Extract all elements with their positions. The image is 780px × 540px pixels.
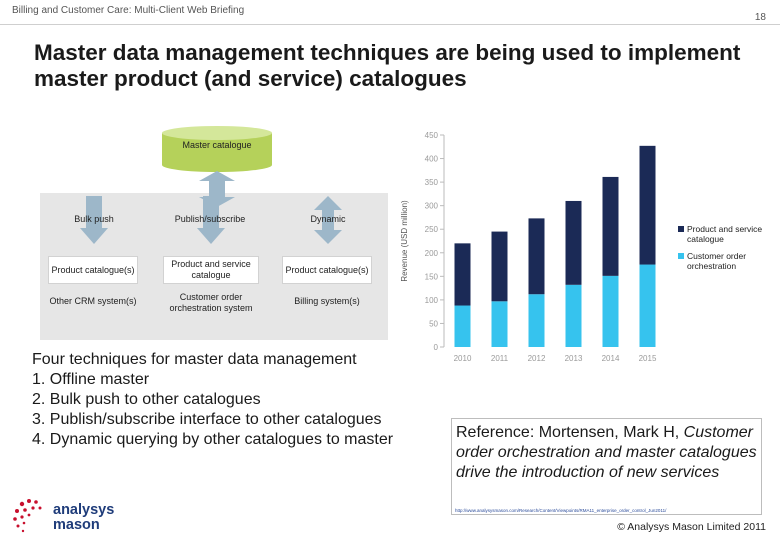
column-label-publish-subscribe: Publish/subscribe: [174, 214, 246, 224]
technique-item-2: 2. Bulk push to other catalogues: [32, 391, 261, 408]
y-tick-label-250: 250: [425, 225, 439, 234]
y-tick-label-50: 50: [429, 319, 438, 328]
legend-swatch-product-service: [678, 226, 684, 232]
master-catalogue-label: Master catalogue: [182, 140, 252, 150]
techniques-list: Four techniques for master data manageme…: [32, 350, 452, 450]
header-text: Billing and Customer Care: Multi-Client …: [12, 5, 245, 16]
reference-link[interactable]: http://www.analysysmason.com/Research/Co…: [455, 508, 667, 513]
y-tick-label-150: 150: [425, 272, 439, 281]
chart-legend: Product and service catalogue Customer o…: [678, 224, 778, 278]
column-label-bulk-push: Bulk push: [74, 214, 114, 224]
header-divider: [0, 24, 780, 25]
bar-2010-series-0: [454, 305, 471, 347]
catalogue-box-1: Product catalogue(s): [48, 256, 138, 284]
y-tick-label-100: 100: [425, 296, 439, 305]
legend-label-order-orchestration: Customer order orchestration: [687, 251, 747, 271]
y-tick-label-300: 300: [425, 202, 439, 211]
logo-line-1: analysys: [53, 502, 115, 518]
x-tick-label-2015: 2015: [639, 354, 657, 363]
copyright: © Analysys Mason Limited 2011: [617, 521, 766, 533]
bar-2012-series-1: [528, 218, 545, 295]
catalogue-box-3: Product catalogue(s): [282, 256, 372, 284]
system-label-3: Billing system(s): [294, 296, 360, 306]
reference-prefix: Reference: Mortensen, Mark H,: [456, 424, 684, 441]
bar-2010-series-1: [454, 243, 471, 306]
x-tick-label-2013: 2013: [565, 354, 583, 363]
reference-title: Customer order orchestration and master …: [456, 424, 757, 481]
slide-title: Master data management techniques are be…: [34, 40, 741, 91]
master-catalogue-cylinder: [162, 126, 272, 172]
x-tick-label-2012: 2012: [528, 354, 546, 363]
bar-2014-series-0: [602, 275, 619, 347]
publish-subscribe-arrow-icon: [197, 196, 225, 244]
y-tick-label-450: 450: [425, 131, 439, 140]
catalogue-box-2: Product and service catalogue: [163, 256, 259, 284]
x-tick-label-2014: 2014: [602, 354, 620, 363]
technique-item-4: 4. Dynamic querying by other catalogues …: [32, 431, 394, 448]
bar-2013-series-1: [565, 200, 582, 285]
page-number: 18: [754, 12, 766, 23]
technique-item-3: 3. Publish/subscribe interface to other …: [32, 411, 382, 428]
y-tick-label-0: 0: [434, 343, 439, 352]
x-tick-label-2011: 2011: [491, 354, 509, 363]
system-label-1: Other CRM system(s): [49, 296, 137, 306]
y-axis-label: Revenue (USD million): [400, 200, 409, 282]
technique-item-1: 1. Offline master: [32, 371, 150, 388]
bar-2015-series-0: [639, 264, 656, 347]
bar-2013-series-0: [565, 284, 582, 347]
column-label-dynamic: Dynamic: [310, 214, 346, 224]
dynamic-arrow-icon: [314, 196, 342, 244]
legend-item-product-service: Product and service catalogue: [678, 224, 778, 244]
legend-label-product-service: Product and service catalogue: [687, 224, 763, 244]
bar-2015-series-1: [639, 145, 656, 265]
y-tick-label-400: 400: [425, 155, 439, 164]
x-tick-label-2010: 2010: [454, 354, 472, 363]
techniques-intro: Four techniques for master data manageme…: [32, 351, 357, 368]
bar-2011-series-1: [491, 231, 508, 302]
company-logo: analysys mason: [8, 494, 128, 538]
y-tick-label-200: 200: [425, 249, 439, 258]
bar-2011-series-0: [491, 301, 508, 347]
legend-item-order-orchestration: Customer order orchestration: [678, 251, 778, 271]
y-tick-label-350: 350: [425, 178, 439, 187]
bar-2012-series-0: [528, 294, 545, 347]
logo-dots-icon: [13, 499, 42, 533]
revenue-chart: 0 50 100 150 200 250 300 350 400 450 Revenue (USD …: [400, 131, 657, 363]
bulk-push-arrow-icon: [80, 196, 108, 244]
logo-line-2: mason: [53, 517, 100, 533]
system-label-2: Customer order orchestration system: [169, 292, 253, 313]
legend-swatch-order-orchestration: [678, 253, 684, 259]
bar-2014-series-1: [602, 176, 619, 276]
reference-box: Reference: Mortensen, Mark H, Customer o…: [451, 418, 762, 515]
